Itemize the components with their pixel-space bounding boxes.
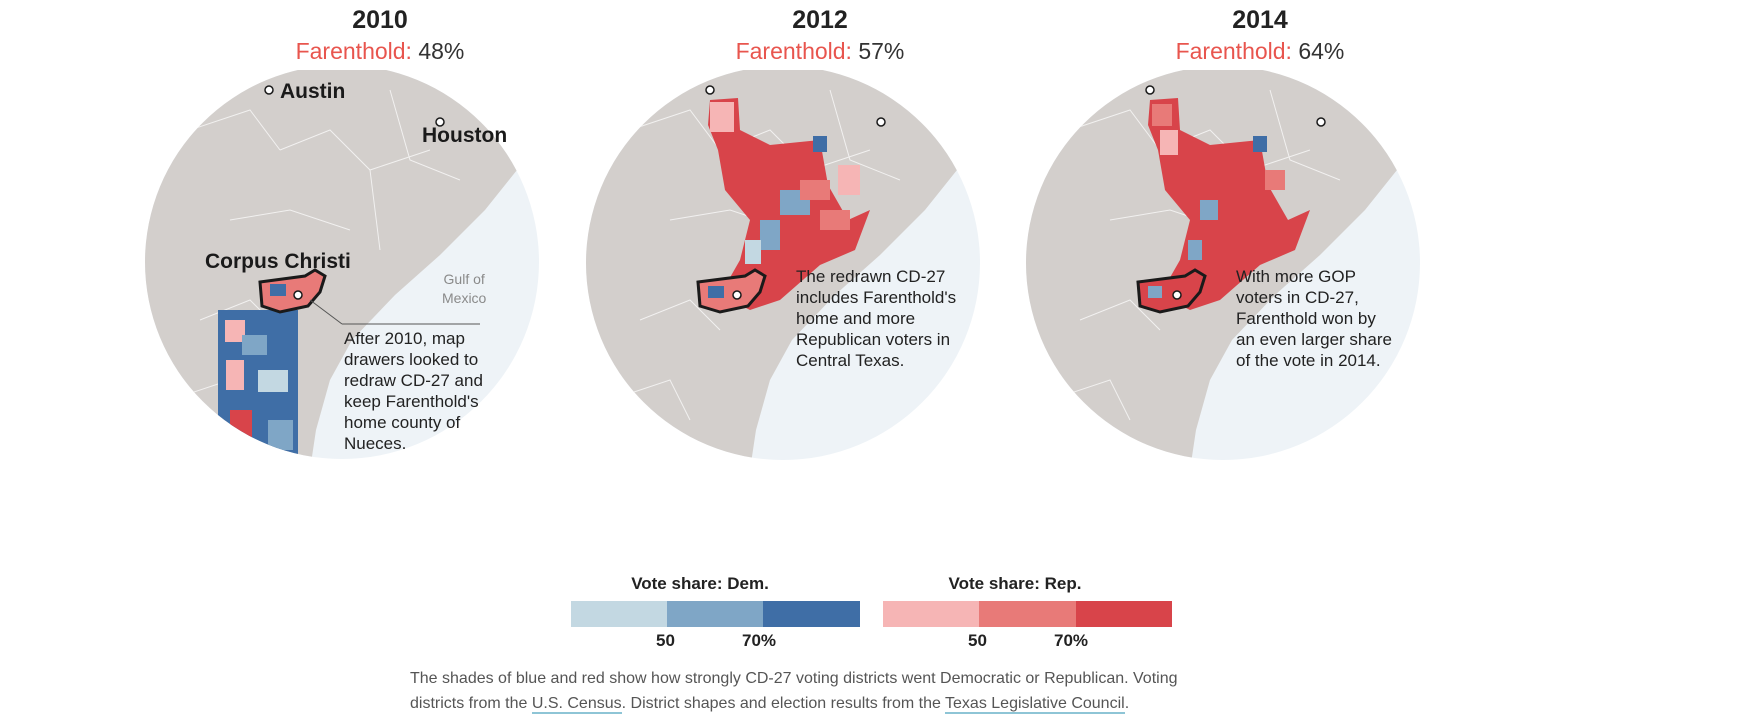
candidate-label: Farenthold:	[735, 38, 852, 64]
panel-subtitle: Farenthold: 64%	[1010, 38, 1510, 65]
source-note: The shades of blue and red show how stro…	[410, 666, 1340, 716]
annotation-2010: After 2010, map drawers looked to redraw…	[344, 328, 483, 454]
vote-share: 64%	[1298, 38, 1345, 64]
annotation-2014: With more GOP voters in CD-27, Farenthol…	[1236, 266, 1392, 371]
vote-share: 48%	[418, 38, 465, 64]
city-markers	[1145, 85, 1326, 300]
cd27-district-2012-shading	[710, 102, 860, 264]
gulf-label-line: Gulf of	[443, 271, 485, 287]
annotation-line: Republican voters in	[796, 330, 951, 349]
panel-year: 2010	[352, 6, 408, 34]
district-map-2012	[586, 70, 980, 460]
gulf-label-line: Mexico	[442, 290, 487, 306]
legend-swatch-rep-mid	[979, 601, 1076, 627]
annotation-line: an even larger share	[1236, 330, 1392, 349]
legend-title-rep: Vote share: Rep.	[948, 574, 1082, 593]
city-label-houston: Houston	[422, 124, 508, 147]
legend-swatch-dem-mid	[667, 601, 763, 627]
panel-year: 2012	[792, 6, 848, 34]
annotation-line: Farenthold won by	[1236, 309, 1376, 328]
annotation-line: home county of	[344, 413, 461, 432]
legend-swatch-rep-low	[883, 601, 979, 627]
legend-tick-dem-70: 70%	[742, 631, 777, 650]
panel-subtitle: Farenthold: 48%	[130, 38, 630, 65]
legend-tick-rep-70: 70%	[1054, 631, 1089, 650]
annotation-line: drawers looked to	[344, 350, 479, 369]
legend-swatch-rep-high	[1076, 601, 1172, 627]
annotation-line: of the vote in 2014.	[1236, 351, 1381, 370]
texas-legislative-council-link[interactable]: Texas Legislative Council	[945, 695, 1125, 714]
source-note-prefix: districts from the	[410, 695, 532, 712]
map-panel-2010: 2010 Farenthold: 48%	[130, 0, 630, 520]
source-note-mid: . District shapes and election results f…	[621, 695, 946, 712]
city-markers	[705, 85, 886, 300]
candidate-label: Farenthold:	[1175, 38, 1292, 64]
gulf-of-mexico-label: Gulf of Mexico	[442, 270, 486, 308]
legend-tick-rep-50: 50	[968, 631, 987, 650]
source-note-line2: districts from the U.S. Census. District…	[410, 691, 1340, 716]
cd27-district-2010	[218, 310, 298, 459]
annotation-line: After 2010, map	[344, 329, 465, 348]
annotation-line: keep Farenthold's	[344, 392, 479, 411]
city-label-austin: Austin	[280, 80, 346, 103]
nueces-county-outline	[1136, 268, 1207, 314]
map-panel-2014: 2014 Farenthold: 64%	[1010, 0, 1510, 520]
legend-swatch-dem-low	[571, 601, 667, 627]
source-note-line1: The shades of blue and red show how stro…	[410, 670, 1178, 687]
legend-title-dem: Vote share: Dem.	[631, 574, 769, 593]
annotation-line: Central Texas.	[796, 351, 905, 370]
annotation-line: redraw CD-27 and	[344, 371, 483, 390]
annotation-line: home and more	[796, 309, 916, 328]
annotation-line: With more GOP	[1236, 267, 1356, 286]
nueces-county-outline	[696, 268, 767, 314]
annotation-2012: The redrawn CD-27 includes Farenthold's …	[796, 266, 956, 371]
annotation-line: voters in CD-27,	[1236, 288, 1359, 307]
legend-tick-dem-50: 50	[656, 631, 675, 650]
map-panel-2012: 2012 Farenthold: 57%	[570, 0, 1070, 520]
cd27-district-2014-shading	[1152, 104, 1285, 260]
district-map-2010	[145, 70, 539, 459]
annotation-line: The redrawn CD-27	[796, 267, 946, 286]
vote-share: 57%	[858, 38, 905, 64]
source-note-end: .	[1124, 695, 1130, 712]
city-label-corpus-christi: Corpus Christi	[205, 250, 351, 273]
legend-swatch-dem-high	[763, 601, 860, 627]
nueces-county-outline	[258, 268, 327, 314]
panel-subtitle: Farenthold: 57%	[570, 38, 1070, 65]
annotation-line: Nueces.	[344, 434, 407, 453]
annotation-line: includes Farenthold's	[796, 288, 957, 307]
panel-year: 2014	[1232, 6, 1288, 34]
city-markers	[264, 85, 445, 300]
candidate-label: Farenthold:	[295, 38, 412, 64]
us-census-link[interactable]: U.S. Census	[531, 695, 622, 714]
district-map-2014	[1026, 70, 1420, 460]
